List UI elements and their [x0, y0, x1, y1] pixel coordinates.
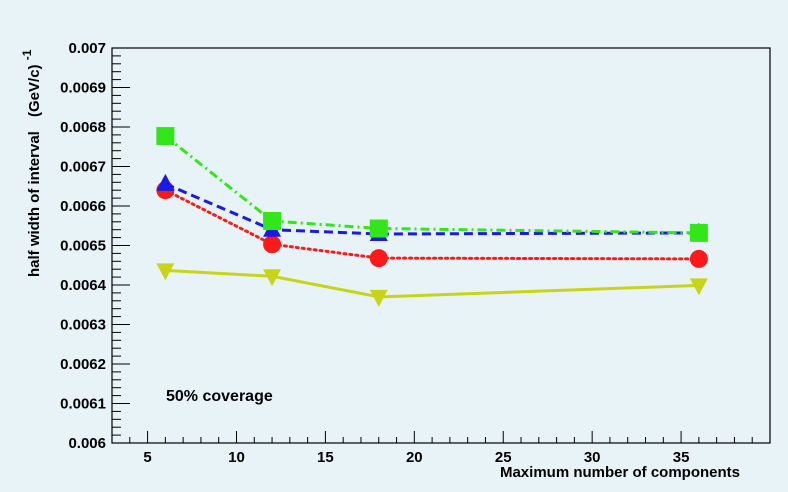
x-tick-label: 20 — [406, 449, 423, 466]
x-tick-label: 10 — [228, 449, 245, 466]
y-tick-label: 0.0062 — [60, 356, 106, 373]
series-green-squares — [156, 127, 708, 242]
data-point-yellow-triangles — [689, 278, 708, 296]
y-tick-label: 0.0068 — [60, 119, 106, 136]
series-line-green-squares — [164, 134, 699, 235]
x-tick-label: 35 — [673, 449, 690, 466]
data-point-yellow-triangles — [369, 289, 388, 307]
y-axis-title: half width of interval (GeV/c) -1 — [20, 49, 43, 277]
y-tick-label: 0.0066 — [60, 198, 106, 215]
data-point-green-squares — [689, 223, 708, 242]
y-axis-title-unit: (GeV/c) — [26, 64, 43, 117]
data-point-green-squares — [263, 212, 282, 231]
data-point-yellow-triangles — [156, 263, 175, 281]
y-tick-label: 0.0063 — [60, 317, 106, 334]
y-axis-title-text: half width of interval — [26, 131, 43, 277]
series-line-blue-triangles — [164, 182, 699, 236]
x-tick-label: 15 — [317, 449, 334, 466]
x-axis-title: Maximum number of components — [500, 464, 740, 481]
series-line-red-circles — [163, 188, 701, 261]
series-yellow-triangles — [156, 263, 708, 307]
data-point-blue-triangles — [156, 173, 175, 191]
y-axis-title-exponent: -1 — [20, 49, 34, 60]
data-point-green-squares — [369, 219, 388, 238]
series-red-circles — [156, 181, 708, 268]
y-tick-label: 0.0061 — [60, 396, 106, 413]
y-tick-label: 0.0067 — [60, 159, 106, 176]
y-tick-label: 0.0064 — [60, 277, 107, 294]
x-tick-label: 5 — [143, 449, 151, 466]
plot-frame — [111, 47, 771, 444]
series-line-yellow-triangles — [165, 268, 699, 299]
axis-ticks: 5 10 15 20 25 30 35 0.006 0.0061 0.0062 0.0063 0.00… — [60, 40, 771, 466]
data-point-red-circles — [689, 249, 708, 268]
y-tick-label: 0.0065 — [60, 238, 106, 255]
annotation-coverage: 50% coverage — [166, 388, 273, 405]
data-point-red-circles — [369, 249, 388, 268]
data-point-yellow-triangles — [263, 269, 282, 287]
x-tick-label: 30 — [584, 449, 601, 466]
y-tick-label: 0.007 — [68, 40, 106, 57]
data-point-red-circles — [263, 235, 282, 254]
y-tick-label: 0.0069 — [60, 80, 106, 97]
y-tick-label: 0.006 — [68, 435, 106, 452]
data-point-green-squares — [156, 127, 175, 146]
x-tick-label: 25 — [495, 449, 512, 466]
